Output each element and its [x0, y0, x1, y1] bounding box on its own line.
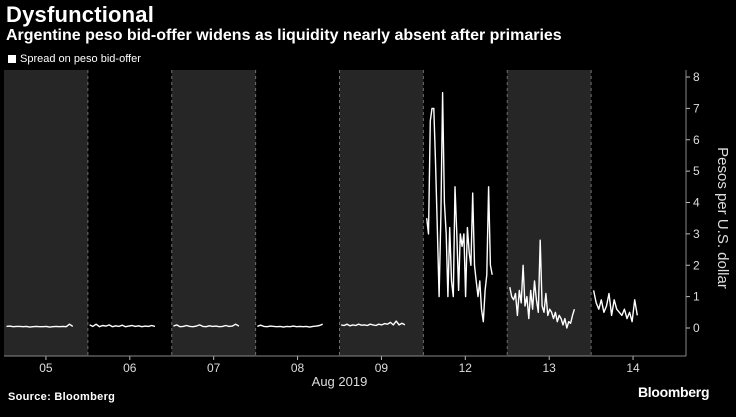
x-tick-label-07: 07 — [207, 361, 221, 375]
brand-logo: Bloomberg — [638, 384, 710, 400]
x-tick-label-08: 08 — [291, 361, 305, 375]
y-tick-label-8: 8 — [693, 70, 700, 84]
x-axis: 05 06 07 08 09 12 13 14 — [4, 355, 686, 375]
y-axis: 0 1 2 3 4 5 6 7 8 — [685, 70, 700, 356]
series-segment-day-06 — [89, 323, 156, 328]
series-segment-day-08 — [257, 323, 323, 328]
y-tick-label-3: 3 — [693, 227, 700, 241]
legend: Spread on peso bid-offer — [8, 53, 141, 65]
series-segment-day-09 — [341, 320, 406, 327]
x-tick-label-12: 12 — [459, 361, 473, 375]
source-note: Source: Bloomberg — [8, 391, 116, 403]
y-tick-label-4: 4 — [693, 196, 700, 210]
series-segment-day-05 — [6, 323, 74, 328]
series-segment-day-13 — [509, 239, 576, 329]
x-tick-label-13: 13 — [543, 361, 557, 375]
legend-swatch — [8, 55, 16, 63]
series-segment-day-14 — [592, 290, 638, 323]
y-axis-label: Pesos per U.S. dollar — [714, 147, 731, 289]
legend-label: Spread on peso bid-offer — [20, 53, 141, 65]
y-tick-label-5: 5 — [693, 164, 700, 178]
shaded-bands — [4, 70, 592, 356]
band-day-07 — [171, 70, 256, 356]
x-tick-label-09: 09 — [375, 361, 389, 375]
y-tick-label-0: 0 — [693, 321, 700, 335]
series-segment-day-12 — [426, 91, 493, 323]
x-tick-label-06: 06 — [123, 361, 137, 375]
band-day-09 — [339, 70, 424, 356]
chart-subtitle: Argentine peso bid-offer widens as liqui… — [6, 27, 562, 44]
x-tick-label-05: 05 — [39, 361, 53, 375]
band-day-13 — [507, 70, 592, 356]
y-tick-label-2: 2 — [693, 258, 700, 272]
series-line — [6, 91, 638, 329]
band-day-05 — [4, 70, 88, 356]
x-tick-label-14: 14 — [626, 361, 640, 375]
y-tick-label-7: 7 — [693, 101, 700, 115]
chart-title: Dysfunctional — [6, 2, 155, 27]
series-segment-day-07 — [173, 323, 240, 328]
y-tick-label-6: 6 — [693, 133, 700, 147]
x-axis-label: Aug 2019 — [312, 374, 368, 389]
y-tick-label-1: 1 — [693, 290, 700, 304]
